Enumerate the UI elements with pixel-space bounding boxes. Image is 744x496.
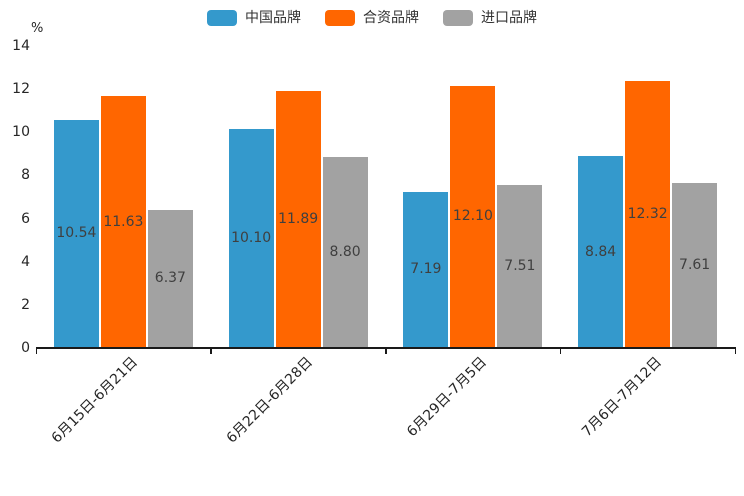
- bar-series1-group2[interactable]: 10.10: [228, 129, 274, 347]
- x-axis-tick: [559, 347, 562, 354]
- bar-series2-group4[interactable]: 12.32: [625, 81, 671, 347]
- y-axis-tick-label: 2: [21, 296, 30, 313]
- y-axis-tick-label: 4: [21, 253, 30, 270]
- bar-value-label: 7.51: [504, 257, 536, 274]
- x-axis-tick: [210, 347, 212, 354]
- legend-item-2[interactable]: 合资品牌: [325, 10, 419, 26]
- legend-swatch-icon: [325, 10, 355, 26]
- y-axis-unit-label: %: [31, 21, 44, 36]
- bar-value-label: 7.19: [410, 261, 442, 278]
- y-axis-tick-label: 0: [21, 340, 30, 356]
- bar-value-label: 6.37: [154, 270, 186, 287]
- legend-item-1[interactable]: 中国品牌: [207, 10, 301, 26]
- bar-value-label: 10.10: [231, 230, 272, 247]
- bar-series3-group1[interactable]: 6.37: [147, 209, 193, 347]
- legend-swatch-icon: [207, 10, 237, 26]
- y-axis-tick-label: 14: [12, 38, 30, 54]
- bar-value-label: 10.54: [56, 225, 97, 242]
- legend: 中国品牌 合资品牌 进口品牌: [0, 10, 744, 26]
- bar-value-label: 12.32: [627, 206, 668, 223]
- y-axis-tick-label: 8: [21, 167, 30, 184]
- legend-label: 中国品牌: [245, 10, 301, 26]
- x-axis-label: 7月6日-7月12日: [579, 354, 666, 441]
- bar-series3-group3[interactable]: 7.51: [497, 184, 543, 347]
- x-axis-tick: [35, 347, 37, 354]
- bar-series1-group1[interactable]: 10.54: [53, 119, 99, 347]
- y-axis-tick-label: 6: [21, 210, 30, 227]
- bar-value-label: 11.63: [103, 213, 144, 230]
- bar-series2-group3[interactable]: 12.10: [450, 85, 496, 347]
- y-axis-tick-label: 12: [12, 81, 30, 98]
- bar-value-label: 8.84: [585, 243, 617, 260]
- bar-value-label: 7.61: [679, 256, 711, 273]
- bar-series3-group4[interactable]: 7.61: [672, 182, 718, 347]
- x-axis-label: 6月15日-6月21日: [48, 354, 141, 447]
- x-axis-label: 6月22日-6月28日: [223, 354, 316, 447]
- bar-value-label: 11.89: [278, 210, 319, 227]
- y-axis-tick-label: 10: [12, 124, 30, 141]
- bar-series1-group4[interactable]: 8.84: [578, 156, 624, 347]
- legend-item-3[interactable]: 进口品牌: [443, 10, 537, 26]
- x-axis-tick: [734, 347, 736, 354]
- x-axis-label: 6月29日-7月5日: [404, 354, 491, 441]
- legend-swatch-icon: [443, 10, 473, 26]
- legend-label: 合资品牌: [363, 10, 419, 26]
- bar-value-label: 8.80: [329, 244, 361, 261]
- x-axis-tick: [385, 347, 387, 354]
- bar-series2-group1[interactable]: 11.63: [100, 96, 146, 347]
- bar-series3-group2[interactable]: 8.80: [322, 157, 368, 347]
- bar-series1-group3[interactable]: 7.19: [403, 191, 449, 347]
- bar-value-label: 12.10: [452, 208, 493, 225]
- bar-series2-group2[interactable]: 11.89: [275, 90, 321, 347]
- legend-label: 进口品牌: [481, 10, 537, 26]
